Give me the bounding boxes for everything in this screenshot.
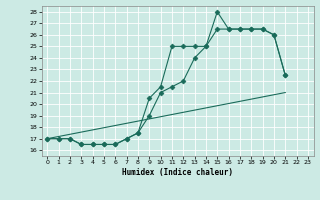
X-axis label: Humidex (Indice chaleur): Humidex (Indice chaleur): [122, 168, 233, 177]
